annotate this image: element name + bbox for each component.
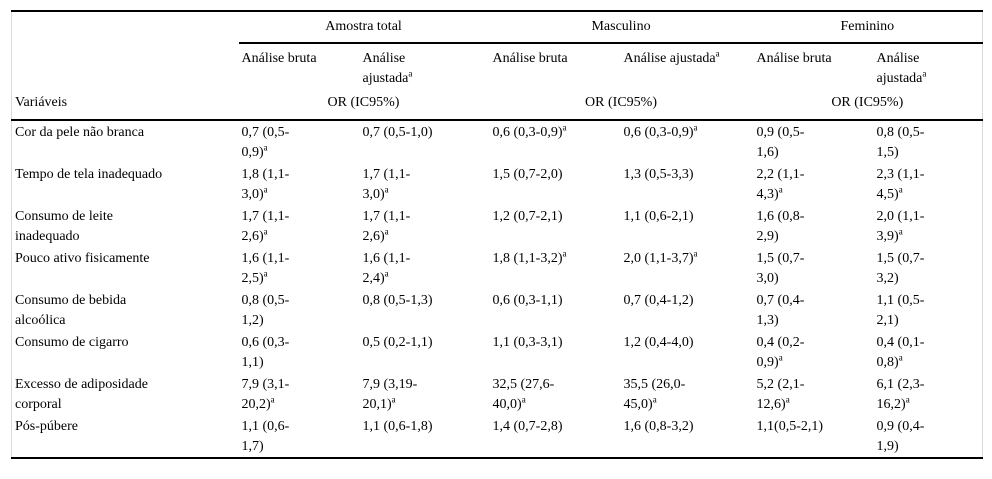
or-cell: 2,2 (1,1- 4,3)a [756,167,805,202]
table-row: Tempo de tela inadequado 1,8 (1,1- 3,0)a … [12,163,983,205]
group-header-feminino: Feminino [753,11,983,44]
or-cell: 1,8 (1,1- 3,0)a [241,167,290,202]
or-cell: 1,1 (0,5- 2,1) [876,293,925,328]
row-label: Tempo de tela inadequado [15,167,163,182]
or-cell: 1,5 (0,7- 3,2) [876,251,925,286]
or-cell: 1,1(0,5-2,1) [756,419,824,434]
or-cell: 1,7 (1,1- 3,0)a [362,167,411,202]
or-cell: 35,5 (26,0- 45,0)a [623,377,686,412]
or-cell: 0,5 (0,2-1,1) [362,335,433,350]
corner-cell-top [12,11,239,43]
row-label: Excesso de adiposidade corporal [15,377,148,412]
or-cell: 0,7 (0,4- 1,3) [756,293,805,328]
measure-header-row: Variáveis OR (IC95%) OR (IC95%) OR (IC95… [11,90,983,121]
row-label: Consumo de leite inadequado [15,209,113,244]
or-cell: 1,7 (1,1- 2,6)a [362,209,411,244]
group-header-amostra-total: Amostra total [238,11,490,44]
or-cell: 2,0 (1,1-3,7)a [623,248,698,266]
or-header-masculino: OR (IC95%) [489,90,754,121]
or-cell: 0,4 (0,1- 0,8)a [876,335,925,370]
table-row: Consumo de cigarro 0,6 (0,3- 1,1) 0,5 (0,… [12,331,983,373]
or-header-total: OR (IC95%) [238,90,490,121]
or-cell: 0,8 (0,5- 1,5) [876,125,925,160]
or-cell: 1,5 (0,7-2,0) [492,167,563,182]
or-cell: 0,8 (0,5-1,3) [362,293,433,308]
group-header-masculino: Masculino [489,11,754,44]
or-cell: 2,3 (1,1- 4,5)a [876,167,925,202]
subheader-masc-analise-bruta: Análise bruta [492,51,568,66]
row-label: Pós-púbere [15,419,78,434]
subheader-row: Análise bruta Análise ajustadaa Análise b… [12,43,983,90]
or-cell: 0,4 (0,2- 0,9)a [756,335,805,370]
or-cell: 1,6 (1,1- 2,5)a [241,251,290,286]
table-row: Cor da pele não branca 0,7 (0,5- 0,9)a 0,… [12,120,983,163]
or-cell: 0,6 (0,3-1,1) [492,293,563,308]
or-cell: 1,1 (0,6-1,8) [362,419,433,434]
or-cell: 1,6 (0,8-3,2) [623,419,694,434]
or-cell: 1,4 (0,7-2,8) [492,419,563,434]
or-cell: 0,9 (0,5- 1,6) [756,125,805,160]
or-cell: 1,1 (0,6-2,1) [623,209,694,224]
table-row: Pós-púbere 1,1 (0,6- 1,7) 1,1 (0,6-1,8) 1… [12,415,983,458]
or-cell: 1,2 (0,7-2,1) [492,209,563,224]
row-label: Pouco ativo fisicamente [15,251,150,266]
table-row: Consumo de leite inadequado 1,7 (1,1- 2,6)… [12,205,983,247]
or-cell: 7,9 (3,1- 20,2)a [241,377,290,412]
or-header-feminino: OR (IC95%) [753,90,983,121]
variables-header: Variáveis [11,90,239,121]
or-cell: 32,5 (27,6- 40,0)a [492,377,555,412]
or-cell: 7,9 (3,19- 20,1)a [362,377,418,412]
group-header-row: Amostra total Masculino Feminino [12,11,983,44]
row-label: Consumo de cigarro [15,335,129,350]
or-cell: 0,9 (0,4- 1,9) [876,419,925,454]
table-row: Pouco ativo fisicamente 1,6 (1,1- 2,5)a 1… [12,247,983,289]
or-cell: 1,5 (0,7- 3,0) [756,251,805,286]
or-cell: 1,2 (0,4-4,0) [623,335,694,350]
or-cell: 6,1 (2,3- 16,2)a [876,377,925,412]
or-cell: 1,1 (0,6- 1,7) [241,419,290,454]
subheader-fem-analise-ajustada: Análise ajustadaa [876,51,927,86]
or-cell: 0,8 (0,5- 1,2) [241,293,290,328]
or-cell: 5,2 (2,1- 12,6)a [756,377,805,412]
subheader-total-analise-ajustada: Análise ajustadaa [362,51,413,86]
table-row: Consumo de bebida alcoólica 0,8 (0,5- 1,2)… [12,289,983,331]
or-cell: 1,3 (0,5-3,3) [623,167,694,182]
or-cell: 0,6 (0,3-0,9)a [623,122,698,140]
or-cell: 0,6 (0,3-0,9)a [492,122,567,140]
or-cell: 1,7 (1,1- 2,6)a [241,209,290,244]
row-label: Consumo de bebida alcoólica [15,293,127,328]
or-cell: 0,7 (0,5-1,0) [362,125,433,140]
subheader-masc-analise-ajustada: Análise ajustadaa [623,48,720,66]
or-cell: 0,7 (0,5- 0,9)a [241,125,290,160]
or-cell: 2,0 (1,1- 3,9)a [876,209,925,244]
subheader-total-analise-bruta: Análise bruta [241,51,317,66]
or-cell: 1,1 (0,3-3,1) [492,335,563,350]
or-cell: 0,7 (0,4-1,2) [623,293,694,308]
or-cell: 0,6 (0,3-1,1) [241,335,290,370]
or-cell: 1,8 (1,1-3,2)a [492,248,567,266]
corner-cell-mid [12,43,239,90]
odds-ratio-table: Amostra total Masculino Feminino Análise… [11,10,984,459]
subheader-fem-analise-bruta: Análise bruta [756,51,832,66]
or-cell: 1,6 (1,1- 2,4)a [362,251,411,286]
table-row: Excesso de adiposidade corporal 7,9 (3,1-… [12,373,983,415]
or-cell: 1,6 (0,8- 2,9) [756,209,805,244]
row-label: Cor da pele não branca [15,125,145,140]
